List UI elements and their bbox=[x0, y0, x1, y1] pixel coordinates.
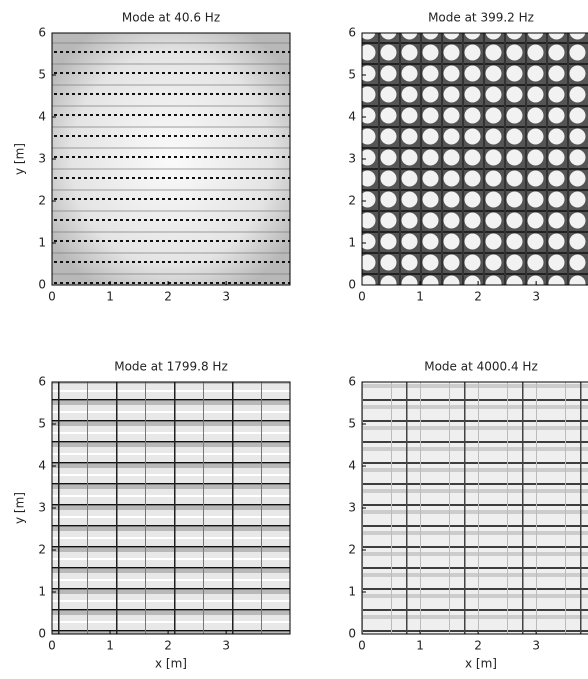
y-tick-label: 2 bbox=[348, 194, 356, 208]
x-tick-label: 1 bbox=[416, 639, 424, 653]
x-tick-label: 0 bbox=[358, 290, 366, 304]
y-axis-label: y [m] bbox=[13, 143, 27, 175]
y-tick-label: 4 bbox=[348, 459, 356, 473]
x-tick-label: 2 bbox=[474, 639, 482, 653]
figure: Mode at 40.6 Hz 0 1 2 3 0 1 2 3 4 5 6 y [m] Mode at 3… bbox=[0, 0, 588, 679]
y-tick-label: 6 bbox=[38, 26, 46, 40]
page: {"chart_data": [ {"type": "heatmap", "ti… bbox=[0, 0, 588, 679]
y-tick-label: 5 bbox=[348, 417, 356, 431]
y-tick-label: 0 bbox=[38, 278, 46, 292]
y-tick-label: 3 bbox=[38, 152, 46, 166]
y-tick-label: 3 bbox=[348, 501, 356, 515]
y-tick-label: 4 bbox=[38, 110, 46, 124]
x-tick-label: 1 bbox=[106, 290, 114, 304]
y-tick-label: 3 bbox=[348, 152, 356, 166]
x-tick-label: 0 bbox=[48, 639, 56, 653]
x-tick-label: 2 bbox=[164, 639, 172, 653]
x-tick-label: 3 bbox=[222, 290, 230, 304]
x-tick-label: 2 bbox=[474, 290, 482, 304]
y-tick-label: 4 bbox=[38, 459, 46, 473]
y-tick-label: 3 bbox=[38, 501, 46, 515]
y-tick-label: 0 bbox=[348, 278, 356, 292]
panel-title: Mode at 40.6 Hz bbox=[122, 11, 220, 25]
x-tick-label: 2 bbox=[164, 290, 172, 304]
mode-pattern bbox=[362, 33, 588, 285]
panel-title: Mode at 4000.4 Hz bbox=[424, 360, 538, 374]
y-tick-label: 1 bbox=[348, 236, 356, 250]
y-tick-label: 2 bbox=[38, 543, 46, 557]
x-tick-label: 3 bbox=[532, 290, 540, 304]
panel-title: Mode at 1799.8 Hz bbox=[114, 360, 228, 374]
mode-pattern bbox=[362, 382, 588, 634]
x-axis-label: x [m] bbox=[155, 657, 187, 671]
x-axis-label: x [m] bbox=[465, 657, 497, 671]
mode-pattern bbox=[52, 33, 290, 285]
y-tick-label: 5 bbox=[38, 417, 46, 431]
y-tick-label: 1 bbox=[38, 236, 46, 250]
y-tick-label: 6 bbox=[38, 375, 46, 389]
y-tick-label: 1 bbox=[38, 585, 46, 599]
x-tick-label: 1 bbox=[416, 290, 424, 304]
y-tick-label: 6 bbox=[348, 26, 356, 40]
panel-title: Mode at 399.2 Hz bbox=[428, 11, 534, 25]
y-tick-label: 2 bbox=[348, 543, 356, 557]
x-tick-label: 1 bbox=[106, 639, 114, 653]
y-tick-label: 5 bbox=[348, 68, 356, 82]
y-tick-label: 1 bbox=[348, 585, 356, 599]
x-tick-label: 3 bbox=[222, 639, 230, 653]
y-tick-label: 4 bbox=[348, 110, 356, 124]
x-tick-label: 0 bbox=[48, 290, 56, 304]
y-tick-label: 0 bbox=[348, 627, 356, 641]
mode-pattern bbox=[52, 382, 290, 634]
y-tick-label: 5 bbox=[38, 68, 46, 82]
y-tick-label: 6 bbox=[348, 375, 356, 389]
y-tick-label: 0 bbox=[38, 627, 46, 641]
x-tick-label: 3 bbox=[532, 639, 540, 653]
y-axis-label: y [m] bbox=[13, 492, 27, 524]
x-tick-label: 0 bbox=[358, 639, 366, 653]
y-tick-label: 2 bbox=[38, 194, 46, 208]
